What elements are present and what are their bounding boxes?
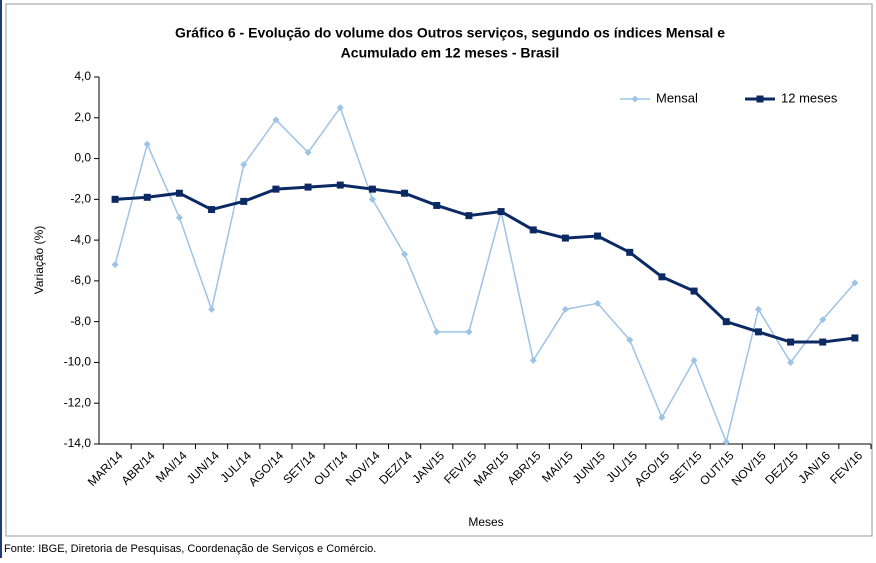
data-point: [208, 305, 216, 313]
data-point: [304, 183, 312, 191]
data-point: [851, 334, 859, 342]
data-point: [787, 358, 795, 366]
data-point: [336, 181, 344, 189]
data-point: [787, 338, 795, 346]
data-point: [722, 318, 730, 326]
data-point: [754, 305, 762, 313]
y-tick-label: -14,0: [64, 436, 92, 450]
data-point: [401, 250, 409, 258]
chart-title: Acumulado em 12 meses - Brasil: [341, 45, 560, 61]
y-tick-label: 4,0: [74, 69, 91, 83]
data-point: [304, 148, 312, 156]
data-point: [465, 328, 473, 336]
y-tick-label: -4,0: [70, 232, 91, 246]
data-point: [851, 279, 859, 287]
series-line: [114, 183, 856, 344]
data-point: [143, 193, 151, 201]
y-tick-label: -2,0: [70, 192, 91, 206]
data-point: [111, 261, 119, 269]
data-point: [433, 328, 441, 336]
data-point: [690, 356, 698, 364]
data-point: [497, 208, 505, 216]
series-line: [114, 105, 856, 445]
data-point: [819, 338, 827, 346]
data-point: [465, 212, 473, 220]
data-point: [175, 189, 183, 197]
source: Fonte: IBGE, Diretoria de Pesquisas, Coo…: [4, 543, 376, 555]
data-point: [240, 161, 248, 169]
data-point: [658, 413, 666, 421]
y-axis-label: Variação (%): [32, 226, 46, 294]
y-tick-label: 2,0: [74, 110, 91, 124]
data-point: [594, 299, 602, 307]
y-tick-label: 0,0: [74, 151, 91, 165]
chart-frame: [5, 3, 873, 537]
data-point: [208, 206, 216, 214]
data-point: [272, 185, 280, 193]
data-point: [561, 305, 569, 313]
y-tick-label: -10,0: [64, 355, 92, 369]
data-point: [626, 248, 634, 256]
data-point: [529, 356, 537, 364]
chart-title: Gráfico 6 - Evolução do volume dos Outro…: [175, 25, 725, 41]
legend-label: 12 meses: [781, 90, 838, 105]
data-point: [626, 336, 634, 344]
legend-marker: [756, 95, 764, 103]
data-point: [722, 438, 730, 446]
y-tick-label: -12,0: [64, 395, 92, 409]
data-point: [401, 189, 409, 197]
y-tick-label: -8,0: [70, 314, 91, 328]
data-point: [240, 197, 248, 205]
data-point: [594, 232, 602, 240]
data-point: [433, 201, 441, 209]
data-point: [175, 214, 183, 222]
data-point: [658, 273, 666, 281]
data-point: [368, 195, 376, 203]
data-point: [272, 116, 280, 124]
data-point: [368, 185, 376, 193]
data-point: [819, 316, 827, 324]
data-point: [529, 226, 537, 234]
data-point: [336, 104, 344, 112]
data-point: [561, 234, 569, 242]
data-point: [143, 140, 151, 148]
legend-label: Mensal: [656, 90, 698, 105]
data-point: [754, 328, 762, 336]
x-axis-label: Meses: [468, 515, 503, 529]
data-point: [111, 195, 119, 203]
data-point: [690, 287, 698, 295]
y-tick-label: -6,0: [70, 273, 91, 287]
legend-marker: [631, 95, 639, 103]
